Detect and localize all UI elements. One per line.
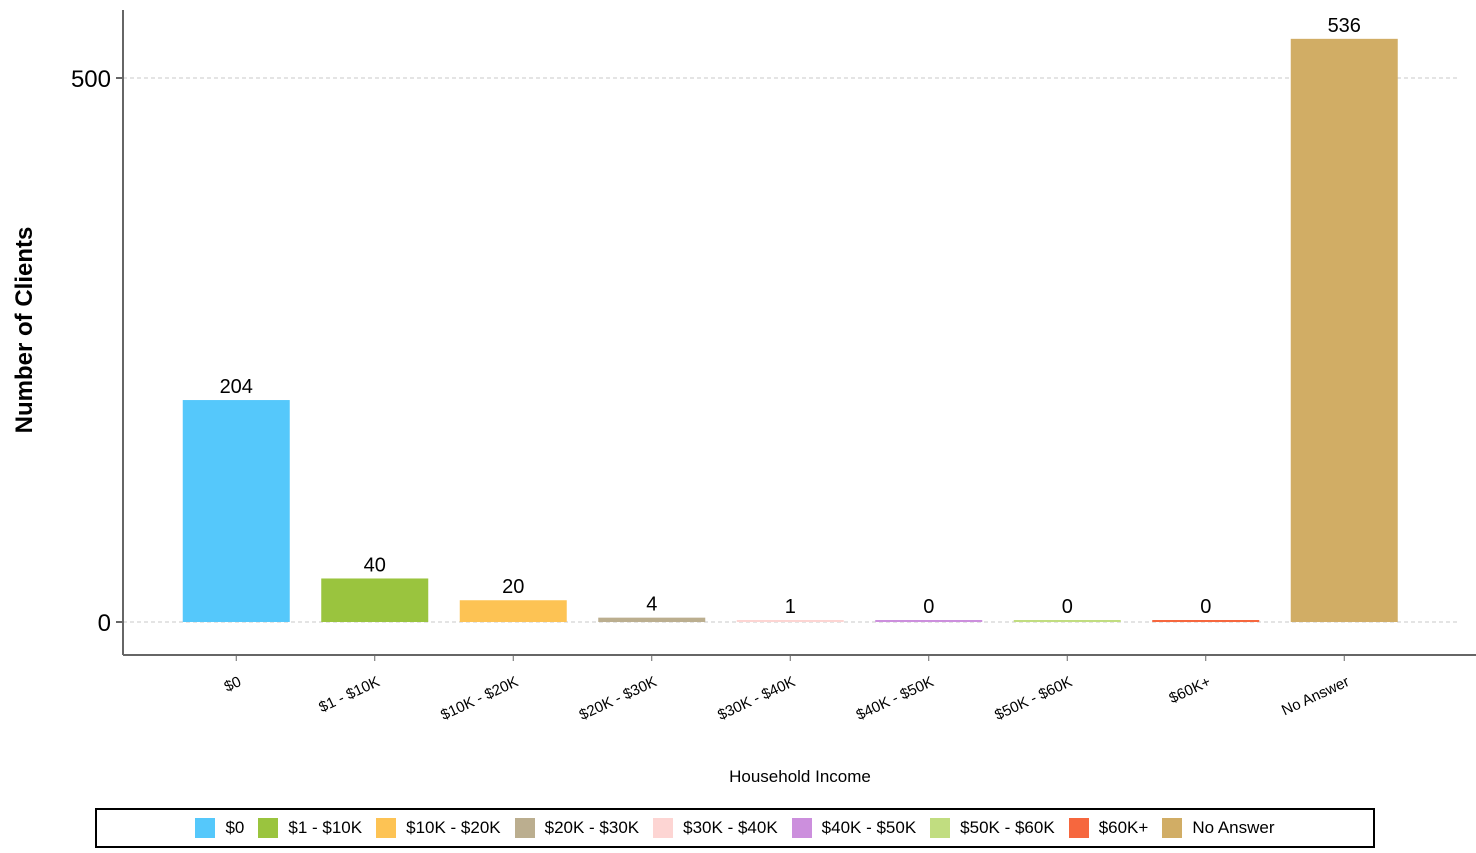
legend-item: No Answer xyxy=(1162,818,1275,838)
legend-label: $50K - $60K xyxy=(960,818,1055,837)
bar xyxy=(459,600,567,622)
bar-value-label: 0 xyxy=(923,596,934,618)
bar-value-label: 20 xyxy=(502,576,524,598)
bar xyxy=(182,400,290,622)
legend-label: No Answer xyxy=(1192,818,1275,837)
legend-label: $20K - $30K xyxy=(544,818,640,837)
x-tick-label: $40K - $50K xyxy=(854,673,937,724)
legend-item: $1 - $10K xyxy=(258,818,362,838)
axes xyxy=(116,10,1476,661)
legend: $0 $1 - $10K $10K - $20K $20K - $30K $30K - … xyxy=(95,808,1375,848)
x-tick-label: No Answer xyxy=(1279,673,1352,719)
bar xyxy=(1013,620,1121,622)
x-axis-title: Household Income xyxy=(729,767,871,786)
legend-swatch xyxy=(930,818,951,838)
x-tick-label: $1 - $10K xyxy=(316,673,382,716)
bar-value-label: 40 xyxy=(364,554,386,576)
legend-label: $60K+ xyxy=(1098,818,1149,837)
bar xyxy=(321,578,429,622)
y-axis-title: Number of Clients xyxy=(11,227,38,434)
legend-swatch xyxy=(1068,818,1089,838)
legend-swatch xyxy=(514,818,535,838)
legend-item: $60K+ xyxy=(1068,818,1149,838)
bar xyxy=(875,620,983,622)
bar xyxy=(736,620,844,622)
bar-value-label: 536 xyxy=(1328,15,1361,37)
legend-item: $30K - $40K xyxy=(653,818,778,838)
x-tick-label: $20K - $30K xyxy=(577,673,660,724)
legend-swatch xyxy=(791,818,812,838)
legend-label: $10K - $20K xyxy=(406,818,501,837)
legend-item: $40K - $50K xyxy=(791,818,917,838)
bar-value-label: 4 xyxy=(646,594,657,616)
legend-item: $50K - $60K xyxy=(930,818,1055,838)
x-tick-label: $50K - $60K xyxy=(992,673,1075,724)
x-tick-label: $0 xyxy=(222,673,244,695)
gridlines xyxy=(123,77,1460,623)
bar-value-label: 1 xyxy=(785,596,796,618)
bars xyxy=(182,38,1398,622)
bar xyxy=(1152,620,1260,622)
bar xyxy=(1290,38,1398,622)
x-tick-label: $60K+ xyxy=(1167,673,1214,707)
bar-value-label: 0 xyxy=(1200,596,1211,618)
legend-swatch xyxy=(1162,818,1183,838)
legend-swatch xyxy=(653,818,674,838)
legend-swatch xyxy=(376,818,397,838)
legend-swatch xyxy=(258,818,279,838)
legend-label: $30K - $40K xyxy=(683,818,778,837)
x-tick-label: $10K - $20K xyxy=(438,673,521,724)
y-tick-label: 0 xyxy=(98,610,111,637)
category-labels: $0 $1 - $10K $10K - $20K $20K - $30K $30K - … xyxy=(222,673,1352,724)
bar-value-label: 204 xyxy=(220,376,253,398)
legend-item: $10K - $20K xyxy=(376,818,501,838)
legend-label: $1 - $10K xyxy=(288,818,363,837)
legend-item: $20K - $30K xyxy=(514,818,640,838)
legend-swatch xyxy=(195,818,216,838)
x-tick-label: $30K - $40K xyxy=(715,673,798,724)
legend-label: $0 xyxy=(225,818,245,837)
legend-item: $0 xyxy=(195,818,244,838)
bar xyxy=(598,617,706,622)
y-tick-labels: 0 500 xyxy=(71,66,111,637)
bar-value-label: 0 xyxy=(1062,596,1073,618)
legend-label: $40K - $50K xyxy=(821,818,917,837)
y-tick-label: 500 xyxy=(71,66,111,93)
